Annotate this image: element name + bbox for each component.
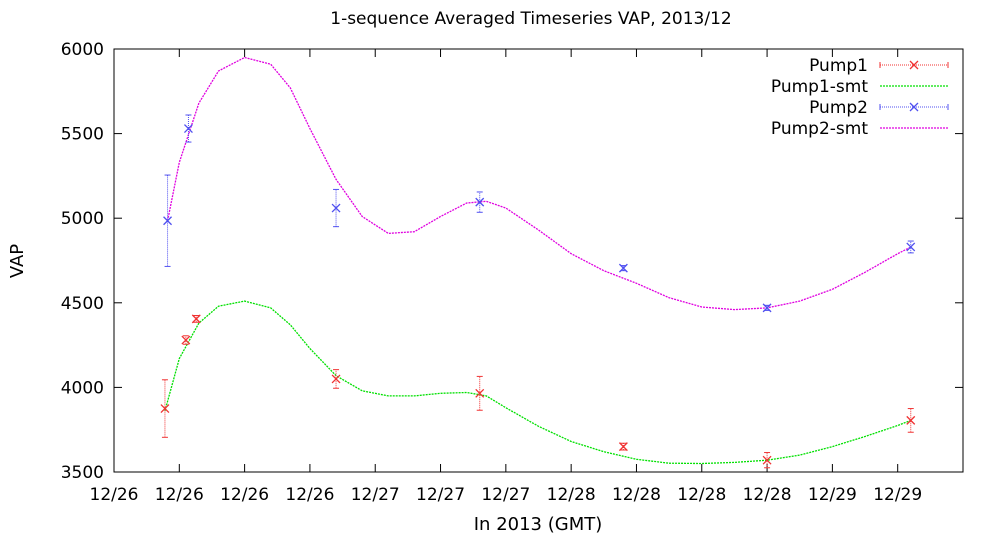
x-tick-label: 12/27 bbox=[351, 485, 400, 505]
data-point bbox=[475, 388, 485, 398]
chart-title: 1-sequence Averaged Timeseries VAP, 2013… bbox=[330, 9, 731, 29]
legend-marker bbox=[909, 60, 919, 70]
x-tick-label: 12/28 bbox=[612, 485, 661, 505]
series-line-pump1-smt bbox=[164, 300, 912, 465]
y-tick-label: 4000 bbox=[61, 378, 104, 398]
x-tick-label: 12/27 bbox=[481, 485, 530, 505]
x-tick-label: 12/27 bbox=[416, 485, 465, 505]
x-tick-label: 12/28 bbox=[547, 485, 596, 505]
y-tick-label: 6000 bbox=[61, 40, 104, 60]
x-axis-label: In 2013 (GMT) bbox=[474, 514, 603, 535]
data-point bbox=[331, 374, 341, 384]
data-point bbox=[906, 415, 916, 425]
y-tick-label: 5000 bbox=[61, 209, 104, 229]
data-point bbox=[762, 455, 772, 465]
data-point bbox=[160, 404, 170, 414]
x-axis: 12/26 12/26 12/26 12/26 12/27 12/27 12/27 12/28… bbox=[90, 49, 922, 505]
series-points-pump2 bbox=[163, 114, 916, 313]
data-point bbox=[331, 203, 341, 213]
x-tick-label: 12/26 bbox=[220, 485, 269, 505]
data-point bbox=[183, 124, 193, 133]
series-points-pump1 bbox=[160, 314, 916, 469]
plot-area bbox=[160, 56, 916, 469]
plot-frame bbox=[113, 48, 964, 473]
data-point bbox=[181, 335, 191, 345]
legend-marker bbox=[909, 102, 919, 112]
x-tick-label: 12/28 bbox=[677, 485, 726, 505]
legend-label: Pump2-smt bbox=[771, 119, 868, 139]
data-point bbox=[762, 303, 772, 313]
x-tick-label: 12/29 bbox=[873, 485, 922, 505]
data-point bbox=[906, 242, 916, 252]
series-line-pump2-smt bbox=[166, 56, 912, 311]
x-tick-label: 12/26 bbox=[285, 485, 334, 505]
x-tick-label: 12/28 bbox=[743, 485, 792, 505]
data-point bbox=[618, 263, 628, 273]
y-tick-label: 4500 bbox=[61, 294, 104, 314]
legend-label: Pump1-smt bbox=[771, 77, 868, 97]
y-tick-label: 3500 bbox=[61, 463, 104, 483]
x-tick-label: 12/29 bbox=[808, 485, 857, 505]
data-point bbox=[191, 314, 201, 324]
data-point bbox=[475, 197, 485, 207]
y-axis-label: VAP bbox=[7, 244, 28, 278]
legend-label: Pump1 bbox=[809, 56, 868, 76]
x-tick-label: 12/26 bbox=[90, 485, 139, 505]
y-tick-label: 5500 bbox=[61, 125, 104, 145]
data-point bbox=[163, 216, 173, 226]
x-tick-label: 12/26 bbox=[155, 485, 204, 505]
data-point bbox=[618, 442, 628, 452]
legend-label: Pump2 bbox=[809, 98, 868, 118]
y-axis: 3500 4000 4500 5000 5500 6000 bbox=[61, 40, 963, 483]
